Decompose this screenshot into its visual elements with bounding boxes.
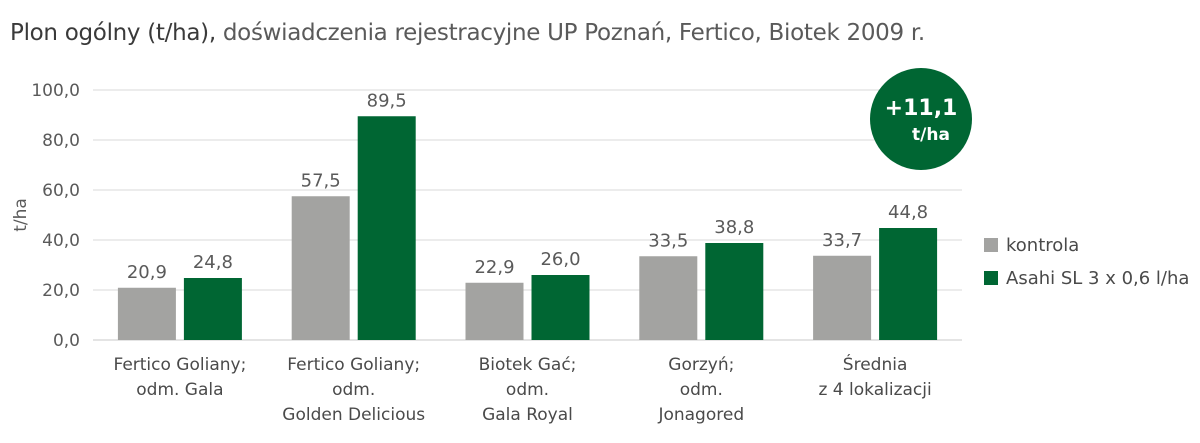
y-axis-label: t/ha [11,198,31,232]
y-tick-label: 60,0 [42,181,80,201]
y-tick-label: 100,0 [31,81,80,101]
category-label: Gala Royal [482,405,573,425]
bar-kontrola [813,255,872,340]
data-label: 33,7 [822,230,862,251]
bars [117,116,938,340]
category-label: odm. [506,380,549,400]
category-label: Gorzyń; [668,355,734,375]
y-tick-label: 20,0 [42,281,80,301]
category-label: Biotek Gać; [479,355,577,375]
data-label: 33,5 [648,230,688,251]
bar-asahi [183,278,242,340]
bar-kontrola [291,196,350,340]
legend-swatch [984,238,998,252]
category-label: odm. [332,380,375,400]
y-tick-label: 80,0 [42,131,80,151]
category-label: Fertico Goliany; [287,355,420,375]
x-axis-categories: Fertico Goliany; odm. Gala Fertico Goliany… [113,353,931,425]
y-tick-label: 40,0 [42,231,80,251]
badge-value: +11,1 [885,96,958,121]
data-label: 57,5 [301,170,341,191]
chart-title-bold: Plon ogólny (t/ha), [10,20,216,46]
data-label: 38,8 [714,217,754,238]
category-label: odm. Gala [136,380,223,400]
badge-circle [870,68,972,170]
difference-badge: +11,1 t/ha [870,68,972,170]
legend-label: kontrola [1006,235,1079,256]
y-tick-label: 0,0 [53,331,80,351]
bar-asahi [357,116,416,340]
category-label: odm. [680,380,723,400]
chart-title: Plon ogólny (t/ha), doświadczenia rejest… [10,20,925,46]
badge-unit: t/ha [912,125,950,145]
category-label: Jonagored [657,405,744,425]
category-label: z 4 lokalizacji [818,380,931,400]
data-label: 24,8 [193,252,233,273]
category-label: Średnia [843,353,908,375]
legend-swatch [984,271,998,285]
data-labels: 20,9 24,8 57,5 89,5 22,9 26,0 33,5 38,8 33,7 44,8 [127,90,928,283]
category-label: Fertico Goliany; [113,355,246,375]
y-axis-ticks: 0,0 20,0 40,0 60,0 80,0 100,0 [31,81,80,351]
data-label: 20,9 [127,262,167,283]
data-label: 44,8 [888,202,928,223]
data-label: 89,5 [367,90,407,111]
legend-label: Asahi SL 3 x 0,6 l/ha [1006,268,1189,289]
data-label: 22,9 [474,257,514,278]
data-label: 26,0 [540,249,580,270]
bar-kontrola [465,282,524,340]
bar-kontrola [117,287,176,340]
bar-asahi [879,228,938,340]
bar-kontrola [639,256,698,340]
legend: kontrola Asahi SL 3 x 0,6 l/ha [984,235,1189,289]
bar-asahi [705,243,764,340]
category-label: Golden Delicious [282,405,425,425]
chart-title-rest: doświadczenia rejestracyjne UP Poznań, F… [215,20,925,46]
bar-asahi [531,275,590,340]
